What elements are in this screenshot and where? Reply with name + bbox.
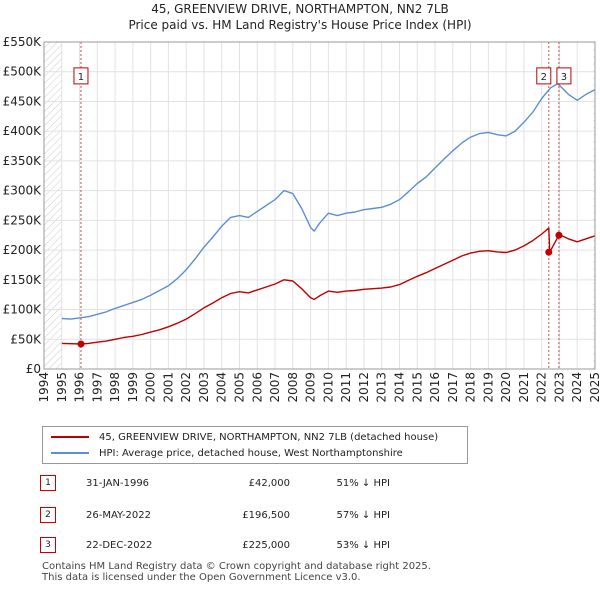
x-tick-label: 2000 [144,372,158,403]
x-tick-label: 2010 [321,372,335,403]
x-tick-label: 2007 [268,372,282,403]
x-tick-label: 2002 [179,372,193,403]
x-tick-label: 2016 [428,372,442,403]
x-tick-label: 2005 [233,372,247,403]
x-tick-label: 2012 [357,372,371,403]
x-tick-label: 1995 [55,372,69,403]
y-tick-label: £100K [3,303,43,317]
transaction-hpi-diff: 57% ↓ HPI [336,509,390,521]
x-tick-label: 1999 [126,372,140,403]
price-chart: 1 2 3 £0 £50K £100K £150K £200K £250K £300K £350K… [3,35,600,403]
x-tick-label: 2022 [535,372,549,403]
series-line [61,227,596,345]
plot-frame [43,41,596,370]
transaction-hpi-diff: 51% ↓ HPI [336,477,390,489]
y-tick-label: £50K [10,332,42,346]
x-tick-label: 2023 [552,372,566,403]
transaction-number-badge: 3 [40,537,56,553]
sale-point [77,340,85,348]
sale-label-box [73,67,89,85]
x-tick-label: 2008 [286,372,300,403]
y-tick-label: £350K [3,154,43,168]
series-line [61,82,596,320]
transaction-number-badge: 2 [40,507,56,523]
transaction-number-badge: 1 [40,475,56,491]
x-tick-label: 2020 [499,372,513,403]
sale-label-text: 1 [78,72,84,83]
x-tick-label: 2011 [339,372,353,403]
sale-label-text: 3 [561,72,567,83]
y-tick-label: £250K [3,213,43,227]
transaction-date: 26-MAY-2022 [86,509,152,521]
sale-point [545,248,553,256]
x-tick-label: 1997 [90,372,104,403]
footer: Contains HM Land Registry data © Crown c… [42,561,431,583]
x-tick-label: 2014 [392,372,406,403]
y-tick-label: £400K [3,124,43,138]
sale-point [555,231,563,239]
y-tick-label: £550K [3,35,43,49]
transaction-date: 31-JAN-1996 [86,477,150,489]
sale-label-text: 2 [541,72,547,83]
y-tick-label: £0 [26,362,41,376]
x-tick-label: 2001 [161,372,175,403]
legend: 45, GREENVIEW DRIVE, NORTHAMPTON, NN2 7L… [42,426,468,464]
chart-title: 45, GREENVIEW DRIVE, NORTHAMPTON, NN2 7L… [151,2,449,16]
x-tick-label: 2003 [197,372,211,403]
transaction-hpi-diff: 53% ↓ HPI [336,539,390,551]
x-tick-label: 1998 [108,372,122,403]
y-tick-label: £200K [3,243,43,257]
y-tick-label: £300K [3,184,43,198]
x-tick-label: 2024 [570,372,584,403]
transaction-row: 2 26-MAY-2022 £196,500 57% ↓ HPI [40,504,390,526]
x-tick-label: 2025 [588,372,600,403]
transaction-price: £196,500 [242,509,290,521]
x-tick-label: 2017 [446,372,460,403]
x-tick-label: 2019 [481,372,495,403]
footer-license: This data is licensed under the Open Gov… [42,572,361,583]
footer-copyright: Contains HM Land Registry data © Crown c… [42,561,431,572]
x-tick-label: 2009 [304,372,318,403]
y-tick-label: £150K [3,273,43,287]
transaction-date: 22-DEC-2022 [86,539,153,551]
hatched-region [44,42,62,369]
y-tick-label: £450K [3,94,43,108]
legend-label-hpi: HPI: Average price, detached house, West… [99,447,403,459]
chart-subtitle: Price paid vs. HM Land Registry's House … [128,18,472,32]
y-tick-label: £500K [3,65,43,79]
transaction-price: £42,000 [248,477,290,489]
legend-label-property: 45, GREENVIEW DRIVE, NORTHAMPTON, NN2 7L… [99,431,439,443]
transaction-row: 3 22-DEC-2022 £225,000 53% ↓ HPI [40,534,390,556]
x-tick-label: 2004 [215,372,229,403]
x-tick-label: 1994 [37,372,51,403]
hatched-region [593,42,595,369]
legend-item-hpi: HPI: Average price, detached house, West… [51,445,403,461]
legend-swatch-hpi [51,452,89,454]
transaction-price: £225,000 [242,539,290,551]
sale-label-box [556,67,572,85]
sale-label-box [536,67,552,85]
x-tick-label: 2006 [250,372,264,403]
x-tick-label: 2013 [375,372,389,403]
transaction-row: 1 31-JAN-1996 £42,000 51% ↓ HPI [40,472,390,494]
legend-item-property: 45, GREENVIEW DRIVE, NORTHAMPTON, NN2 7L… [51,429,438,445]
x-tick-label: 2018 [464,372,478,403]
x-tick-label: 1996 [73,372,87,403]
legend-swatch-property [51,436,89,438]
x-tick-label: 2021 [517,372,531,403]
x-tick-label: 2015 [410,372,424,403]
